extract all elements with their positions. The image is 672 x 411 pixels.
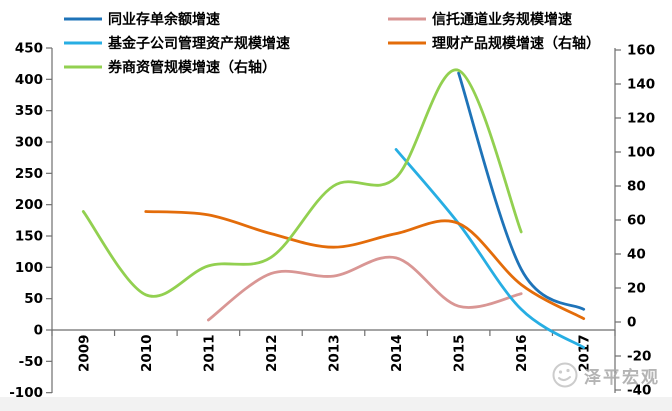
footer-strip <box>0 397 672 411</box>
left-tick-label: -50 <box>19 354 43 370</box>
x-axis-label: 2009 <box>76 334 92 372</box>
x-axis-label: 2012 <box>264 334 280 372</box>
legend-label-4: 券商资管规模增速（右轴） <box>108 59 276 76</box>
series-line-0 <box>457 71 586 311</box>
left-tick-label: 450 <box>15 41 43 57</box>
left-tick-label: 300 <box>15 135 43 151</box>
right-tick-label: 60 <box>627 213 646 229</box>
left-tick-label: 200 <box>15 197 43 213</box>
x-axis-label: 2015 <box>452 334 468 372</box>
right-tick-label: 40 <box>627 247 646 263</box>
x-axis-label: 2016 <box>514 334 530 372</box>
left-tick-label: 0 <box>34 323 43 339</box>
x-axis-label: 2017 <box>577 334 593 372</box>
right-tick-label: 160 <box>627 43 655 59</box>
legend-label-1: 信托通道业务规模增速 <box>432 11 572 28</box>
x-axis-label: 2013 <box>327 334 343 372</box>
left-tick-label: 400 <box>15 72 43 88</box>
right-tick-label: -20 <box>627 349 651 365</box>
legend-label-0: 同业存单余额增速 <box>108 11 220 28</box>
left-tick-label: 150 <box>15 229 43 245</box>
right-tick-label: 80 <box>627 179 646 195</box>
x-axis-label: 2011 <box>201 334 217 372</box>
series-line-2 <box>394 148 586 349</box>
series-line-1 <box>207 255 523 322</box>
x-axis-label: 2010 <box>139 334 155 372</box>
series-line-4 <box>81 68 523 298</box>
right-tick-label: 100 <box>627 145 655 161</box>
right-tick-label: 120 <box>627 111 655 127</box>
x-axis-label: 2014 <box>389 334 405 372</box>
legend-label-2: 基金子公司管理资产规模增速 <box>108 35 290 52</box>
left-tick-label: 250 <box>15 166 43 182</box>
left-tick-label: 50 <box>24 291 43 307</box>
series-line-3 <box>144 210 586 320</box>
left-tick-label: 100 <box>15 260 43 276</box>
left-tick-label: 350 <box>15 103 43 119</box>
right-tick-label: 140 <box>627 77 655 93</box>
right-tick-label: 0 <box>627 315 636 331</box>
right-tick-label: 20 <box>627 281 646 297</box>
legend-label-3: 理财产品规模增速（右轴） <box>432 35 600 52</box>
right-tick-label: -40 <box>627 383 651 399</box>
